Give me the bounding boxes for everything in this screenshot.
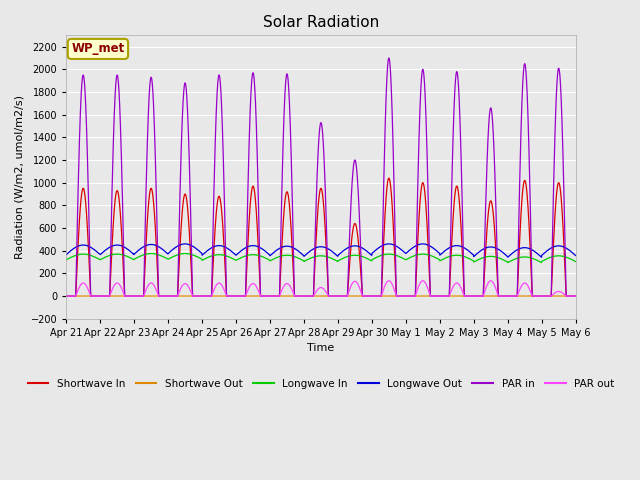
PAR in [571, 293, 579, 299]
Longwave Out [302, 252, 310, 258]
Longwave Out [572, 252, 579, 258]
Longwave In [572, 258, 579, 264]
Line: Shortwave In: Shortwave In [66, 178, 575, 296]
Shortwave In [572, 293, 579, 299]
Longwave In [538, 260, 545, 265]
Y-axis label: Radiation (W/m2, umol/m2/s): Radiation (W/m2, umol/m2/s) [15, 95, 25, 259]
Line: Longwave In: Longwave In [66, 253, 575, 263]
PAR out [385, 278, 393, 284]
PAR out [464, 293, 472, 299]
Line: PAR out: PAR out [66, 281, 575, 296]
Longwave In [406, 254, 414, 260]
Shortwave Out [571, 293, 579, 299]
Longwave In [435, 256, 443, 262]
Shortwave In [406, 293, 414, 299]
PAR in [572, 293, 579, 299]
PAR in [154, 253, 161, 259]
Shortwave In [464, 293, 472, 299]
PAR in [406, 293, 414, 299]
Longwave Out [62, 252, 70, 258]
Shortwave Out [463, 293, 471, 299]
PAR out [571, 293, 579, 299]
Longwave Out [464, 247, 472, 253]
PAR out [301, 293, 309, 299]
Shortwave Out [154, 293, 161, 299]
Text: WP_met: WP_met [71, 42, 125, 55]
Shortwave In [154, 274, 161, 279]
Line: Longwave Out: Longwave Out [66, 244, 575, 257]
PAR in [301, 293, 309, 299]
PAR out [154, 291, 161, 297]
Longwave In [147, 251, 155, 256]
Shortwave Out [435, 293, 442, 299]
Longwave Out [572, 252, 579, 258]
Longwave Out [154, 243, 161, 249]
PAR out [406, 293, 414, 299]
PAR out [572, 293, 579, 299]
PAR in [435, 293, 443, 299]
Shortwave Out [301, 293, 309, 299]
Shortwave Out [572, 293, 579, 299]
Longwave In [154, 252, 162, 257]
Longwave In [302, 258, 310, 264]
Longwave Out [435, 250, 443, 255]
X-axis label: Time: Time [307, 343, 335, 353]
Longwave Out [181, 241, 189, 247]
PAR in [464, 293, 472, 299]
Line: PAR in: PAR in [66, 58, 575, 296]
Shortwave In [301, 293, 309, 299]
PAR out [62, 293, 70, 299]
Longwave In [464, 255, 472, 261]
Longwave Out [538, 254, 545, 260]
Shortwave Out [406, 293, 414, 299]
Title: Solar Radiation: Solar Radiation [263, 15, 379, 30]
PAR out [435, 293, 443, 299]
Shortwave In [62, 293, 70, 299]
Shortwave In [435, 293, 443, 299]
Longwave In [62, 257, 70, 263]
PAR in [62, 293, 70, 299]
Shortwave Out [62, 293, 70, 299]
PAR in [385, 55, 393, 61]
Longwave Out [406, 247, 414, 252]
Legend: Shortwave In, Shortwave Out, Longwave In, Longwave Out, PAR in, PAR out: Shortwave In, Shortwave Out, Longwave In… [24, 374, 618, 393]
Shortwave In [571, 293, 579, 299]
Shortwave In [385, 175, 393, 181]
Longwave In [572, 259, 579, 264]
